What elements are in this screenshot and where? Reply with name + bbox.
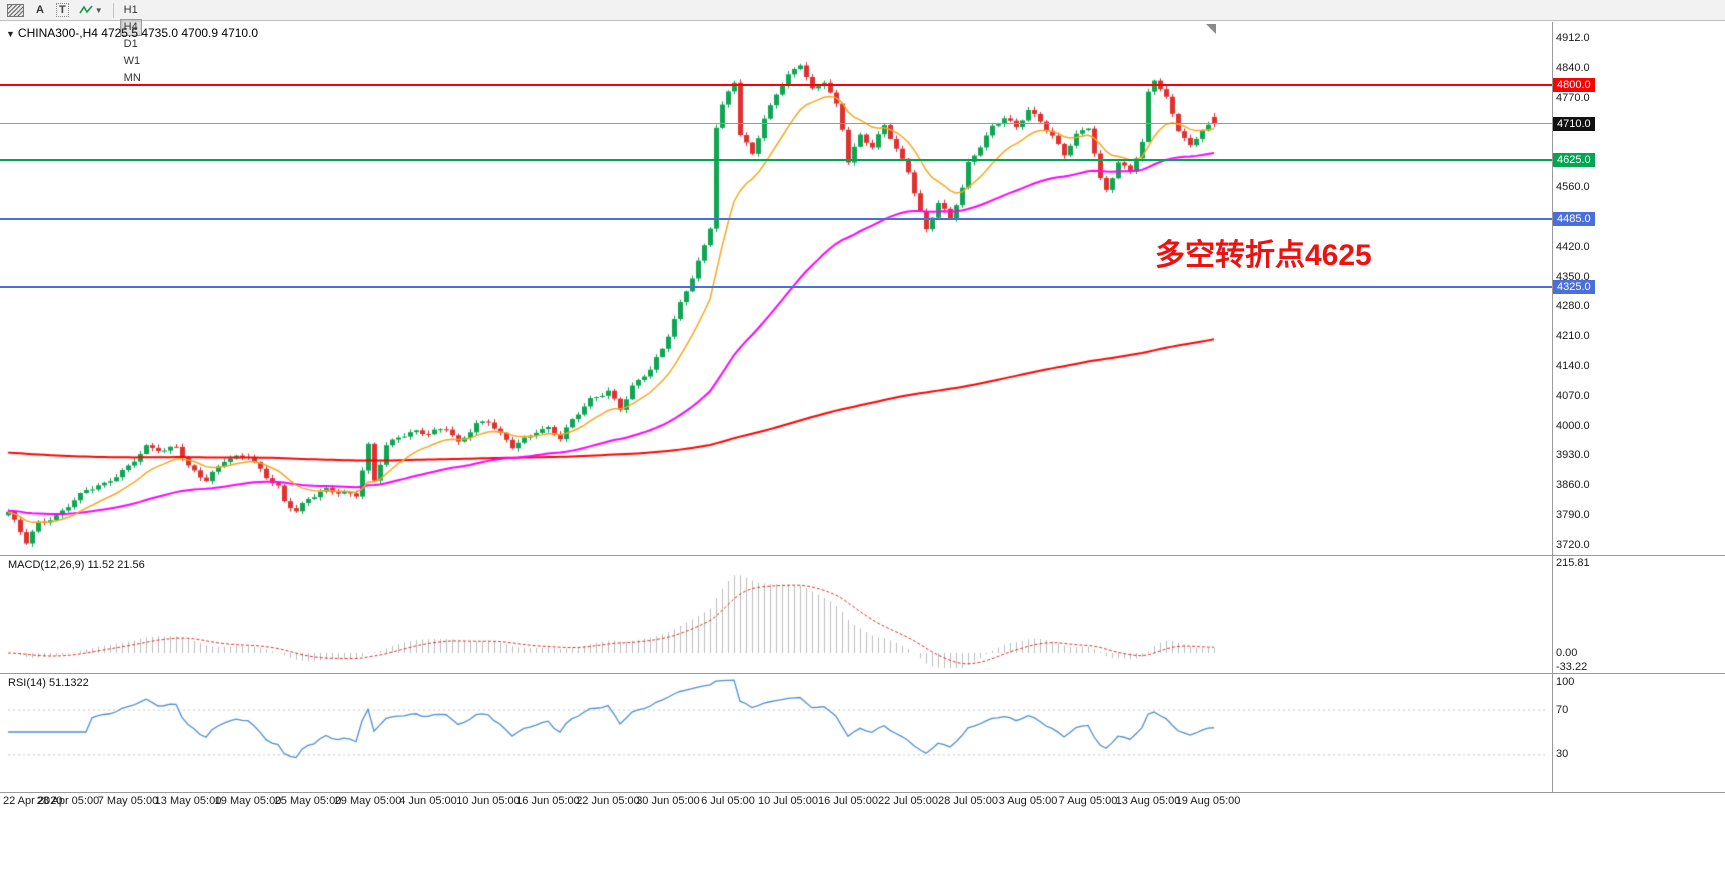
time-axis-label: 28 Jul 05:00 — [938, 795, 998, 807]
time-axis-label: 28 Apr 05:00 — [36, 795, 100, 807]
time-axis-label: 10 Jun 05:00 — [456, 795, 520, 807]
time-axis-label: 13 Aug 05:00 — [1115, 795, 1181, 807]
price-axis-label: 3860.0 — [1556, 479, 1590, 492]
panel-splitter-1[interactable] — [0, 673, 1725, 674]
chart-shift-marker[interactable] — [1206, 24, 1216, 34]
price-axis-label: 4420.0 — [1556, 240, 1590, 253]
time-axis-label: 29 May 05:00 — [334, 795, 402, 807]
price-axis-label: 4840.0 — [1556, 62, 1590, 75]
time-axis-label: 4 Jun 05:00 — [399, 795, 457, 807]
time-axis-label: 25 May 05:00 — [274, 795, 342, 807]
price-badge-4710.0: 4710.0 — [1553, 116, 1595, 131]
price-axis-label: 4560.0 — [1556, 181, 1590, 194]
time-axis-label: 30 Jun 05:00 — [636, 795, 700, 807]
hline-4800.0[interactable] — [0, 84, 1552, 87]
time-axis-label: 6 Jul 05:00 — [701, 795, 755, 807]
price-axis-border — [1552, 22, 1553, 792]
panel-splitter-0[interactable] — [0, 555, 1725, 556]
time-axis-label: 16 Jul 05:00 — [818, 795, 878, 807]
macd-axis-label: -33.22 — [1556, 661, 1588, 673]
hline-4625.0[interactable] — [0, 158, 1552, 161]
hline-4710.0[interactable] — [0, 123, 1552, 125]
price-badge-4800.0: 4800.0 — [1553, 78, 1595, 93]
time-axis-label: 19 Aug 05:00 — [1175, 795, 1241, 807]
macd-indicator-label: MACD(12,26,9) 11.52 21.56 — [8, 559, 145, 571]
price-axis-label: 4280.0 — [1556, 300, 1590, 313]
time-axis-label: 22 Jul 05:00 — [878, 795, 938, 807]
price-badge-4485.0: 4485.0 — [1553, 212, 1595, 227]
annotation-text: 多空转折点4625 — [1155, 239, 1372, 272]
price-axis-label: 4350.0 — [1556, 270, 1590, 283]
hline-4325.0[interactable] — [0, 286, 1552, 289]
price-axis-label: 4070.0 — [1556, 389, 1590, 402]
macd-axis-label: 215.81 — [1556, 557, 1590, 569]
time-axis-label: 3 Aug 05:00 — [998, 795, 1058, 807]
time-axis-label: 7 Aug 05:00 — [1058, 795, 1118, 807]
price-axis-label: 4770.0 — [1556, 92, 1590, 105]
time-axis-label: 10 Jul 05:00 — [758, 795, 818, 807]
time-axis-label: 7 May 05:00 — [97, 795, 159, 807]
collapse-triangle-icon: ▼ — [6, 29, 15, 39]
price-axis-label: 4210.0 — [1556, 330, 1590, 343]
rsi-indicator-label: RSI(14) 51.1322 — [8, 677, 89, 689]
panel-splitter-2[interactable] — [0, 792, 1725, 793]
chart-title: ▼ CHINA300-,H4 4725.5 4735.0 4700.9 4710.… — [6, 26, 258, 40]
chart-title-text: CHINA300-,H4 4725.5 4735.0 4700.9 4710.0 — [17, 26, 259, 40]
hline-4485.0[interactable] — [0, 218, 1552, 221]
time-axis-label: 22 Jun 05:00 — [576, 795, 640, 807]
price-axis-label: 3720.0 — [1556, 538, 1590, 551]
price-axis-label: 4912.0 — [1556, 31, 1590, 44]
rsi-axis-label: 30 — [1556, 748, 1569, 761]
price-badge-4625.0: 4625.0 — [1553, 152, 1595, 167]
price-axis-label: 4000.0 — [1556, 419, 1590, 432]
price-axis-label: 3790.0 — [1556, 508, 1590, 521]
price-axis-label: 4140.0 — [1556, 359, 1590, 372]
rsi-axis-label: 70 — [1556, 703, 1569, 716]
macd-axis-label: 0.00 — [1556, 647, 1578, 660]
price-badge-4325.0: 4325.0 — [1553, 280, 1595, 295]
time-axis-label: 19 May 05:00 — [214, 795, 282, 807]
time-axis-label: 16 Jun 05:00 — [516, 795, 580, 807]
time-axis-label: 13 May 05:00 — [154, 795, 222, 807]
rsi-axis-label: 100 — [1556, 676, 1575, 688]
price-axis-label: 3930.0 — [1556, 449, 1590, 462]
time-axis-label: 22 Apr 2020 — [3, 795, 63, 807]
